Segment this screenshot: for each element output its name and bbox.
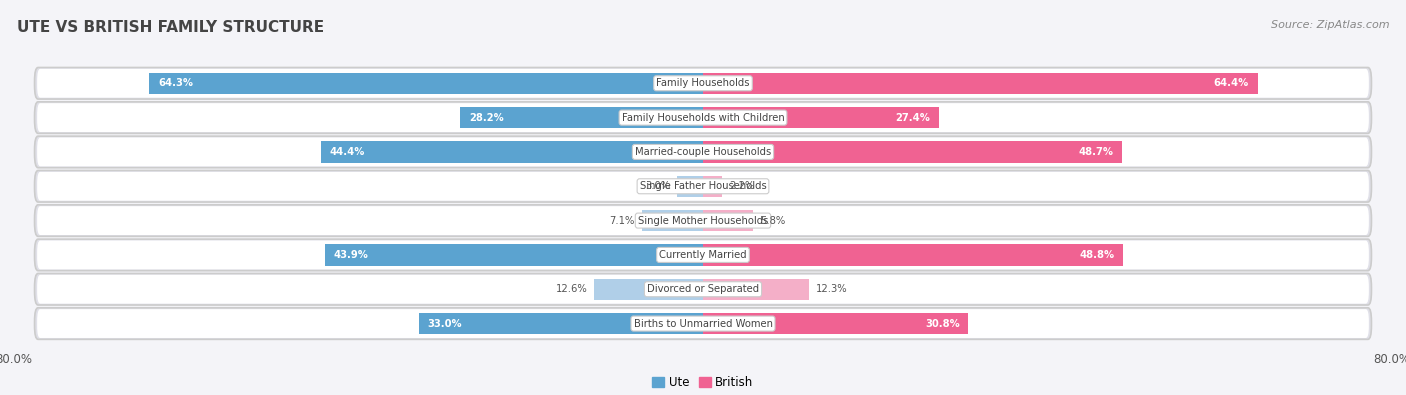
FancyBboxPatch shape (35, 102, 1371, 134)
Text: 64.4%: 64.4% (1213, 78, 1249, 88)
Bar (703, 313, 969, 334)
Text: 64.3%: 64.3% (157, 78, 193, 88)
FancyBboxPatch shape (37, 137, 1369, 166)
Text: Currently Married: Currently Married (659, 250, 747, 260)
Text: Family Households with Children: Family Households with Children (621, 113, 785, 122)
Text: 2.2%: 2.2% (728, 181, 754, 191)
Text: 43.9%: 43.9% (333, 250, 368, 260)
FancyBboxPatch shape (37, 309, 1369, 338)
Text: 3.0%: 3.0% (645, 181, 671, 191)
Text: Married-couple Households: Married-couple Households (636, 147, 770, 157)
Bar (460, 107, 703, 128)
Text: 7.1%: 7.1% (610, 216, 636, 226)
FancyBboxPatch shape (35, 239, 1371, 271)
FancyBboxPatch shape (35, 171, 1371, 202)
Bar (325, 244, 703, 265)
Text: 5.8%: 5.8% (759, 216, 785, 226)
FancyBboxPatch shape (35, 68, 1371, 99)
Bar (703, 244, 1123, 265)
FancyBboxPatch shape (37, 103, 1369, 132)
Text: 44.4%: 44.4% (329, 147, 364, 157)
Text: Family Households: Family Households (657, 78, 749, 88)
FancyBboxPatch shape (37, 69, 1369, 98)
Text: Single Father Households: Single Father Households (640, 181, 766, 191)
FancyBboxPatch shape (37, 172, 1369, 201)
Bar (149, 73, 703, 94)
Text: 28.2%: 28.2% (468, 113, 503, 122)
FancyBboxPatch shape (37, 241, 1369, 269)
Text: Divorced or Separated: Divorced or Separated (647, 284, 759, 294)
FancyBboxPatch shape (35, 273, 1371, 305)
Bar (703, 73, 1257, 94)
Text: Single Mother Households: Single Mother Households (638, 216, 768, 226)
Bar (703, 278, 808, 300)
Text: Source: ZipAtlas.com: Source: ZipAtlas.com (1271, 20, 1389, 30)
FancyBboxPatch shape (35, 308, 1371, 339)
Text: 48.8%: 48.8% (1080, 250, 1115, 260)
Bar (321, 141, 703, 163)
Text: 48.7%: 48.7% (1078, 147, 1114, 157)
Bar (595, 278, 703, 300)
Bar (703, 176, 721, 197)
Bar (703, 210, 754, 231)
Text: 33.0%: 33.0% (427, 319, 463, 329)
Text: 30.8%: 30.8% (925, 319, 960, 329)
Legend: Ute, British: Ute, British (648, 371, 758, 393)
Text: Births to Unmarried Women: Births to Unmarried Women (634, 319, 772, 329)
FancyBboxPatch shape (35, 205, 1371, 236)
Bar (419, 313, 703, 334)
FancyBboxPatch shape (37, 275, 1369, 304)
Bar (703, 107, 939, 128)
FancyBboxPatch shape (35, 136, 1371, 168)
Bar (678, 176, 703, 197)
Text: 12.6%: 12.6% (555, 284, 588, 294)
Text: 12.3%: 12.3% (815, 284, 848, 294)
Bar (703, 141, 1122, 163)
Bar (643, 210, 703, 231)
Text: UTE VS BRITISH FAMILY STRUCTURE: UTE VS BRITISH FAMILY STRUCTURE (17, 20, 323, 35)
Text: 27.4%: 27.4% (896, 113, 931, 122)
FancyBboxPatch shape (37, 206, 1369, 235)
